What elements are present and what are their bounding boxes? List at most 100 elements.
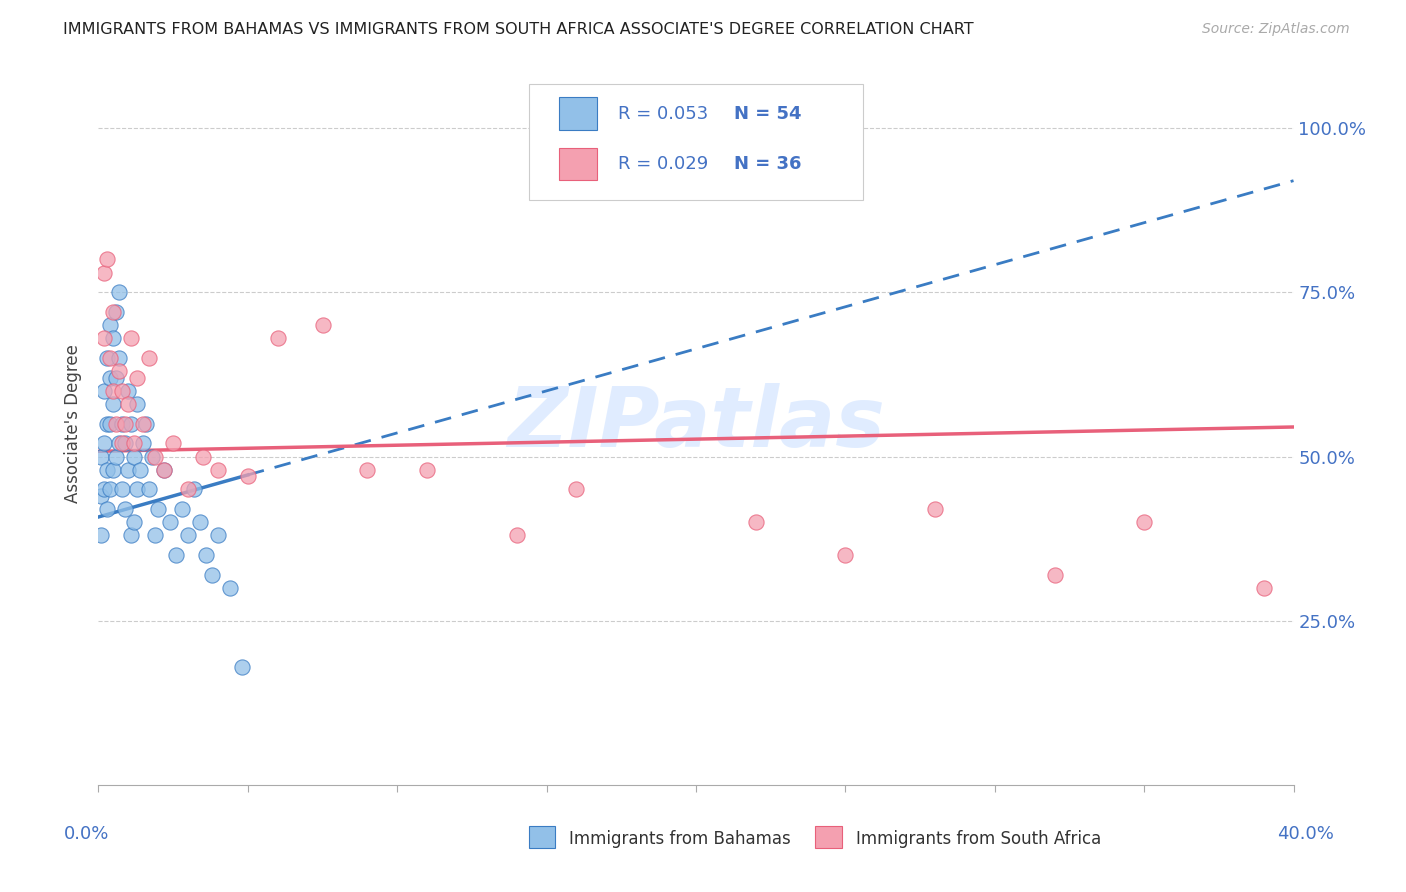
Point	[1133, 515, 1156, 529]
Point	[127, 397, 149, 411]
Point	[138, 351, 160, 365]
Point	[96, 502, 118, 516]
Point	[114, 502, 136, 516]
Point	[103, 305, 125, 319]
Point	[96, 351, 118, 365]
Point	[105, 370, 128, 384]
Point	[127, 370, 149, 384]
Point	[311, 318, 333, 333]
Point	[117, 384, 139, 398]
Text: N = 54: N = 54	[734, 104, 801, 122]
Point	[143, 450, 166, 464]
Point	[117, 397, 139, 411]
Point	[177, 528, 200, 542]
Point	[108, 285, 131, 300]
Point	[124, 436, 146, 450]
FancyBboxPatch shape	[558, 148, 596, 180]
Point	[108, 436, 131, 450]
Point	[565, 483, 588, 497]
Point	[93, 331, 115, 345]
Point	[98, 417, 122, 431]
Text: 40.0%: 40.0%	[1277, 825, 1334, 843]
Point	[236, 469, 259, 483]
Point	[114, 436, 136, 450]
Point	[267, 331, 290, 345]
Point	[124, 515, 146, 529]
Text: N = 36: N = 36	[734, 155, 801, 173]
Point	[120, 528, 142, 542]
Point	[96, 463, 118, 477]
Point	[103, 331, 125, 345]
Point	[162, 436, 184, 450]
Point	[96, 252, 118, 267]
Point	[96, 417, 118, 431]
FancyBboxPatch shape	[529, 826, 555, 847]
Text: 0.0%: 0.0%	[63, 825, 110, 843]
Point	[105, 450, 128, 464]
Point	[745, 515, 768, 529]
Point	[207, 463, 229, 477]
Point	[416, 463, 439, 477]
Point	[141, 450, 163, 464]
Point	[105, 417, 128, 431]
Point	[1253, 581, 1275, 595]
Point	[98, 370, 122, 384]
Text: R = 0.029: R = 0.029	[619, 155, 709, 173]
Point	[207, 528, 229, 542]
Point	[172, 502, 194, 516]
Point	[138, 483, 160, 497]
Point	[201, 567, 224, 582]
Point	[93, 384, 115, 398]
Point	[924, 502, 946, 516]
Point	[120, 417, 142, 431]
Point	[135, 417, 157, 431]
Point	[127, 483, 149, 497]
FancyBboxPatch shape	[529, 84, 863, 200]
Point	[103, 397, 125, 411]
Point	[111, 436, 134, 450]
Point	[148, 502, 170, 516]
Point	[1043, 567, 1066, 582]
Point	[506, 528, 529, 542]
Text: Source: ZipAtlas.com: Source: ZipAtlas.com	[1202, 22, 1350, 37]
Point	[124, 450, 146, 464]
Point	[132, 436, 155, 450]
Point	[188, 515, 211, 529]
Point	[165, 548, 187, 562]
Point	[114, 417, 136, 431]
Point	[117, 463, 139, 477]
Point	[834, 548, 856, 562]
Point	[159, 515, 181, 529]
Point	[183, 483, 205, 497]
Point	[93, 483, 115, 497]
Point	[93, 266, 115, 280]
Point	[98, 351, 122, 365]
FancyBboxPatch shape	[558, 97, 596, 129]
Point	[111, 417, 134, 431]
Point	[111, 384, 134, 398]
Point	[219, 581, 242, 595]
Point	[153, 463, 176, 477]
Point	[103, 463, 125, 477]
Point	[177, 483, 200, 497]
Point	[105, 305, 128, 319]
Point	[111, 483, 134, 497]
Text: R = 0.053: R = 0.053	[619, 104, 709, 122]
Point	[356, 463, 378, 477]
Text: Immigrants from Bahamas: Immigrants from Bahamas	[569, 830, 792, 848]
Y-axis label: Associate's Degree: Associate's Degree	[65, 344, 83, 503]
Text: IMMIGRANTS FROM BAHAMAS VS IMMIGRANTS FROM SOUTH AFRICA ASSOCIATE'S DEGREE CORRE: IMMIGRANTS FROM BAHAMAS VS IMMIGRANTS FR…	[63, 22, 974, 37]
Point	[98, 483, 122, 497]
Point	[103, 384, 125, 398]
Point	[120, 331, 142, 345]
Point	[90, 528, 112, 542]
Point	[108, 364, 131, 378]
Text: Immigrants from South Africa: Immigrants from South Africa	[856, 830, 1101, 848]
Point	[132, 417, 155, 431]
Point	[191, 450, 214, 464]
Point	[90, 450, 112, 464]
Point	[93, 436, 115, 450]
Point	[195, 548, 218, 562]
Point	[231, 659, 253, 673]
Point	[153, 463, 176, 477]
